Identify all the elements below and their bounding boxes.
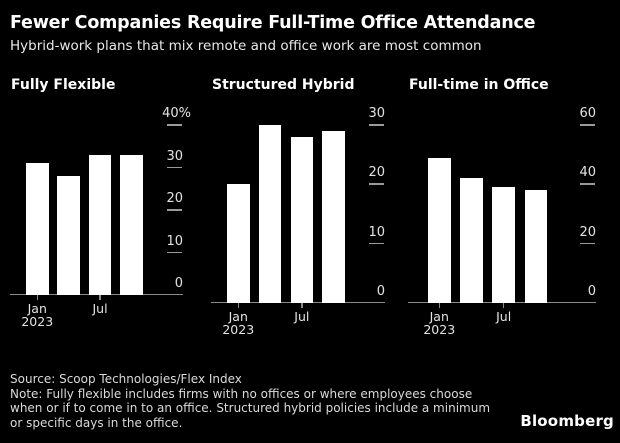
x-tick-mark <box>301 303 303 308</box>
y-tick-mark <box>167 166 182 168</box>
chart-subtitle: Hybrid-work plans that mix remote and of… <box>10 38 482 54</box>
y-tick-label: 30 <box>368 106 385 121</box>
note-text-line: Note: Fully flexible includes firms with… <box>10 386 473 401</box>
x-axis-label: Jan <box>429 309 449 324</box>
y-tick-label: 30 <box>166 148 183 164</box>
x-axis-label: Jul <box>294 309 310 324</box>
y-tick-mark <box>167 209 182 211</box>
y-tick-mark <box>369 124 384 126</box>
y-tick-mark <box>167 124 182 126</box>
panel-title: Fully Flexible <box>11 77 116 93</box>
chart-panel-full-time-in-office: Full-time in Office 0 20 40 60 Jan 2023 Jul <box>408 76 596 366</box>
y-tick-label: 20 <box>579 224 596 240</box>
y-tick-label: 40 <box>579 165 596 181</box>
source-text: Source: Scoop Technologies/Flex Index <box>10 372 242 386</box>
bar <box>322 130 345 303</box>
x-tick-mark <box>438 303 440 308</box>
bar <box>227 184 250 303</box>
bar <box>460 178 483 303</box>
panel-title: Structured Hybrid <box>212 77 355 93</box>
bar <box>290 136 314 303</box>
panel-title: Full-time in Office <box>409 77 549 93</box>
bar <box>428 157 451 303</box>
footer: Source: Scoop Technologies/Flex Index No… <box>10 372 490 430</box>
bar <box>258 125 282 303</box>
y-tick-label: 20 <box>368 165 385 181</box>
y-tick-mark <box>580 183 595 185</box>
bar <box>492 187 515 303</box>
x-axis-label: Jan <box>228 309 248 324</box>
note-text-line: when or if to come in to an office. Stru… <box>10 401 491 416</box>
y-tick-label: 20 <box>166 191 183 206</box>
bar <box>524 190 548 303</box>
y-tick-mark <box>369 183 384 185</box>
x-axis-label: 2023 <box>423 322 456 337</box>
bar <box>120 154 143 295</box>
y-tick-label: 60 <box>579 106 596 121</box>
chart-panel-structured-hybrid: Structured Hybrid 0 10 20 30 Jan 2023 Jul <box>211 76 385 366</box>
y-tick-label: 0 <box>587 284 596 299</box>
x-axis-label: Jul <box>496 309 512 324</box>
bar <box>57 176 80 295</box>
y-tick-mark <box>369 242 384 245</box>
y-tick-mark <box>580 124 595 126</box>
note-text-line: or specific days in the office. <box>10 415 183 430</box>
bar <box>26 163 49 295</box>
y-tick-label: 0 <box>174 276 183 291</box>
y-tick-label: 40% <box>162 106 191 121</box>
bar <box>88 154 112 295</box>
y-tick-label: 0 <box>376 284 385 299</box>
x-axis-label: 2023 <box>21 314 54 329</box>
chart-title: Fewer Companies Require Full-Time Office… <box>10 13 536 33</box>
x-axis-label: Jul <box>92 301 108 316</box>
x-tick-mark <box>99 295 101 300</box>
x-axis-label: 2023 <box>222 322 255 337</box>
x-axis-label: Jan <box>27 301 47 316</box>
chart-panel-fully-flexible: Fully Flexible 0 10 20 30 40% Jan 2023 Jul <box>10 76 191 366</box>
y-tick-mark <box>580 242 595 245</box>
y-tick-label: 10 <box>368 224 385 240</box>
y-tick-label: 10 <box>166 233 183 249</box>
x-tick-mark <box>502 303 505 308</box>
bloomberg-logo: Bloomberg <box>520 412 614 430</box>
x-tick-mark <box>237 303 239 308</box>
y-tick-mark <box>167 251 182 253</box>
x-tick-mark <box>36 295 38 300</box>
